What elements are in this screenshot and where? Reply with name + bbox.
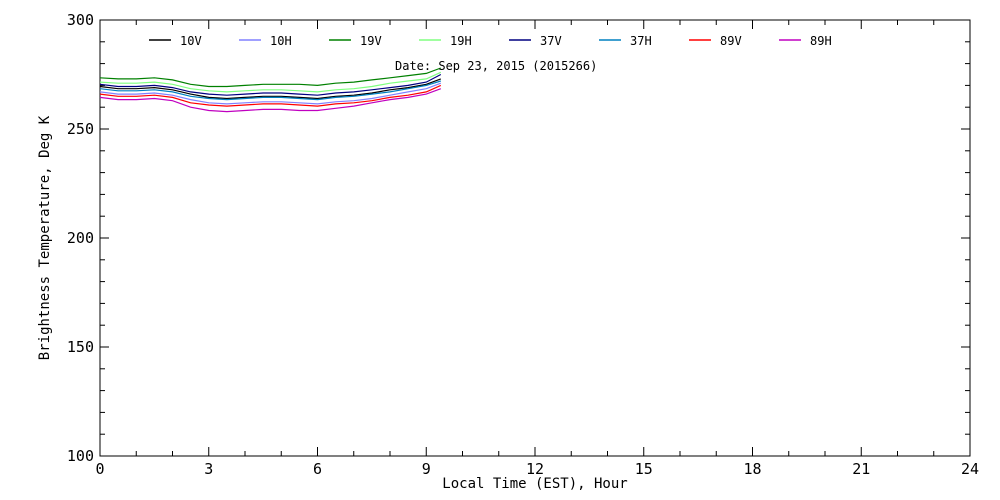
legend-label: 19H bbox=[450, 34, 472, 48]
plot-frame bbox=[99, 19, 971, 457]
series-line-37v bbox=[99, 73, 442, 96]
y-axis-title: Brightness Temperature, Deg K bbox=[37, 115, 53, 360]
x-tick-label: 21 bbox=[852, 460, 870, 478]
series-line-10h bbox=[99, 82, 442, 105]
legend-label: 10V bbox=[180, 34, 202, 48]
legend-item-19h: 19H bbox=[419, 34, 472, 48]
x-tick-label: 24 bbox=[961, 460, 979, 478]
legend-label: 10H bbox=[270, 34, 292, 48]
series-line-19h bbox=[99, 71, 442, 93]
legend-label: 19V bbox=[360, 34, 382, 48]
axis-tick-labels: 0 3 6 9 12 15 18 21 24 100 150 200 250 300 bbox=[67, 11, 979, 478]
legend-item-89h: 89H bbox=[779, 34, 832, 48]
legend-item-89v: 89V bbox=[689, 34, 742, 48]
legend-item-10v: 10V bbox=[149, 34, 202, 48]
legend-item-19v: 19V bbox=[329, 34, 382, 48]
legend-item-10h: 10H bbox=[239, 34, 292, 48]
x-tick-label: 3 bbox=[204, 460, 213, 478]
legend-label: 37V bbox=[540, 34, 562, 48]
series-line-89h bbox=[99, 88, 442, 113]
x-tick-label: 6 bbox=[313, 460, 322, 478]
series-line-19v bbox=[99, 67, 442, 88]
x-tick-label: 0 bbox=[95, 460, 104, 478]
x-tick-label: 9 bbox=[422, 460, 431, 478]
y-tick-label: 300 bbox=[67, 11, 94, 29]
legend-item-37h: 37H bbox=[599, 34, 652, 48]
series-line-89v bbox=[99, 84, 442, 107]
x-tick-label: 15 bbox=[635, 460, 653, 478]
legend: 10V 10H 19V 19H 37V 37H 89V 89H bbox=[149, 34, 832, 48]
y-tick-label: 100 bbox=[67, 447, 94, 465]
x-axis-title: Local Time (EST), Hour bbox=[442, 476, 627, 492]
y-tick-label: 150 bbox=[67, 338, 94, 356]
series-line-10v bbox=[99, 78, 442, 100]
legend-label: 89H bbox=[810, 34, 832, 48]
series-lines bbox=[99, 67, 442, 113]
y-tick-label: 200 bbox=[67, 229, 94, 247]
y-tick-label: 250 bbox=[67, 120, 94, 138]
legend-label: 37H bbox=[630, 34, 652, 48]
x-tick-label: 12 bbox=[526, 460, 544, 478]
annotation-date: Date: Sep 23, 2015 (2015266) bbox=[395, 59, 597, 73]
legend-item-37v: 37V bbox=[509, 34, 562, 48]
legend-label: 89V bbox=[720, 34, 742, 48]
x-tick-label: 18 bbox=[743, 460, 761, 478]
series-line-37h bbox=[99, 80, 441, 101]
axis-ticks bbox=[99, 19, 971, 457]
